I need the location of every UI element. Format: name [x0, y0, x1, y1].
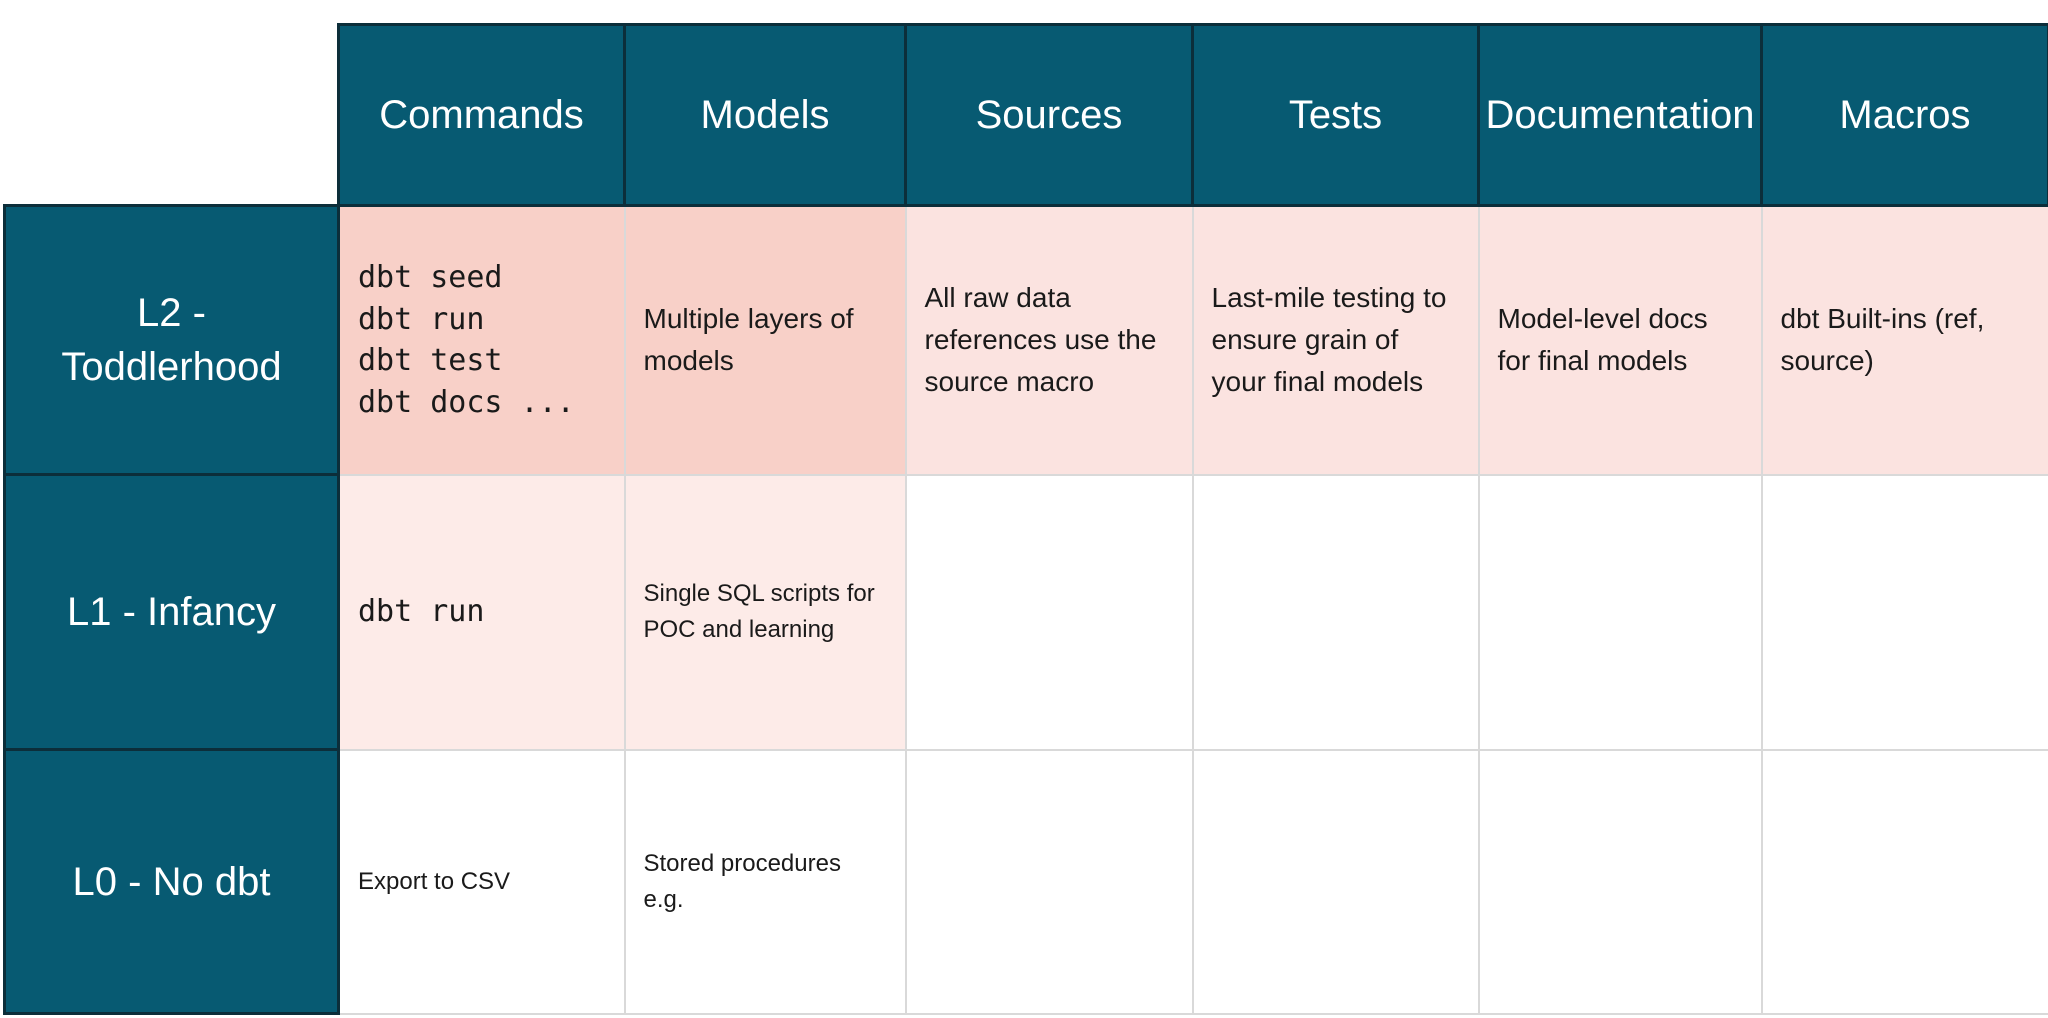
row-label-l0: L0 - No dbt [3, 748, 340, 1015]
header-cell-macros: Macros [1760, 23, 2048, 207]
cell-l0-macros [1760, 748, 2048, 1015]
cell-l0-tests [1191, 748, 1480, 1015]
cell-l1-macros [1760, 473, 2048, 751]
cell-l2-models: Multiple layers of models [623, 204, 907, 476]
cell-l2-documentation: Model-level docs for final models [1477, 204, 1763, 476]
cell-l1-commands: dbt run [337, 473, 626, 751]
corner-cell [4, 24, 339, 206]
cell-l0-sources [904, 748, 1194, 1015]
header-cell-documentation: Documentation [1477, 23, 1763, 207]
cell-l1-models: Single SQL scripts for POC and learning [623, 473, 907, 751]
row-l0-no-dbt: L0 - No dbt Export to CSV Stored procedu… [3, 748, 2048, 1015]
cell-l2-macros: dbt Built-ins (ref, source) [1760, 204, 2048, 476]
header-cell-tests: Tests [1191, 23, 1480, 207]
header-cell-sources: Sources [904, 23, 1194, 207]
cell-l0-documentation [1477, 748, 1763, 1015]
row-l2-toddlerhood: L2 - Toddlerhood dbt seed dbt run dbt te… [3, 204, 2048, 476]
cell-l1-tests [1191, 473, 1480, 751]
cell-l2-commands: dbt seed dbt run dbt test dbt docs ... [337, 204, 626, 476]
row-l1-infancy: L1 - Infancy dbt run Single SQL scripts … [3, 473, 2048, 751]
header-cell-commands: Commands [337, 23, 626, 207]
cell-l1-documentation [1477, 473, 1763, 751]
row-label-l1: L1 - Infancy [3, 473, 340, 751]
cell-l2-tests: Last-mile testing to ensure grain of you… [1191, 204, 1480, 476]
maturity-table: Commands Models Sources Tests Documentat… [3, 23, 2048, 1015]
cell-l1-sources [904, 473, 1194, 751]
cell-l0-models: Stored procedures e.g. [623, 748, 907, 1015]
cell-l0-commands: Export to CSV [337, 748, 626, 1015]
header-cell-models: Models [623, 23, 907, 207]
header-row: Commands Models Sources Tests Documentat… [4, 23, 2048, 207]
cell-l2-sources: All raw data references use the source m… [904, 204, 1194, 476]
row-label-l2: L2 - Toddlerhood [3, 204, 340, 476]
